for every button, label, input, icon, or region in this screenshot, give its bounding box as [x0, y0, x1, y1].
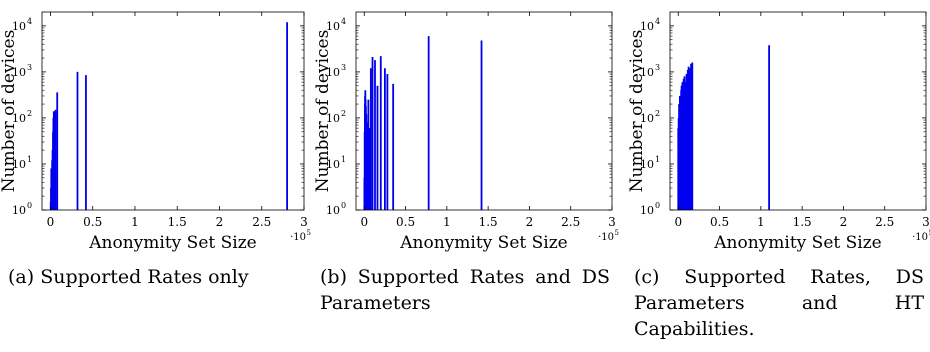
x-tick-label: 0 [674, 215, 682, 229]
x-tick-label: 2 [840, 215, 848, 229]
y-tick-label: 10 [326, 158, 340, 171]
y-tick-label: 10 [640, 20, 654, 33]
x-tick-label: 0.5 [83, 215, 102, 229]
y-axis-label: Number of devices [313, 30, 333, 193]
y-tick-label: 10 [326, 66, 340, 79]
y-tick-label: 10 [640, 158, 654, 171]
x-tick-label: 3 [922, 215, 930, 229]
x-tick-label: 0 [47, 215, 55, 229]
x-exponent-power: 5 [615, 229, 619, 237]
y-tick-exponent: 4 [655, 17, 660, 26]
y-tick-exponent: 3 [341, 63, 346, 72]
x-tick-label: 2.5 [875, 215, 894, 229]
x-tick-label: 1 [131, 215, 139, 229]
y-tick-label: 10 [12, 204, 26, 217]
x-axis-label: Anonymity Set Size [399, 233, 567, 253]
y-tick-exponent: 1 [341, 155, 346, 164]
y-tick-exponent: 0 [655, 201, 660, 210]
caption-c: (c) Supported Rates, DS Parameters and H… [634, 266, 924, 340]
y-tick-exponent: 4 [341, 17, 346, 26]
caption-b: (b) Supported Rates and DS Parameters [320, 266, 610, 314]
plot-frame [669, 11, 927, 211]
y-tick-label: 10 [326, 112, 340, 125]
y-tick-exponent: 4 [27, 17, 32, 26]
x-tick-label: 1.5 [168, 215, 187, 229]
x-tick-label: 3 [300, 215, 308, 229]
x-tick-label: 2.5 [561, 215, 580, 229]
x-exponent-power: 5 [929, 229, 930, 237]
caption-a: (a) Supported Rates only [8, 266, 249, 288]
x-exponent-label: ·10 [598, 232, 614, 243]
y-tick-label: 10 [640, 112, 654, 125]
y-tick-exponent: 0 [341, 201, 346, 210]
y-tick-exponent: 2 [27, 109, 32, 118]
x-exponent-label: ·10 [290, 232, 306, 243]
x-axis-label: Anonymity Set Size [88, 233, 256, 253]
y-axis-label: Number of devices [0, 30, 19, 193]
x-tick-label: 2.5 [252, 215, 271, 229]
x-tick-label: 3 [608, 215, 616, 229]
y-tick-label: 10 [12, 66, 26, 79]
x-tick-label: 1 [757, 215, 765, 229]
x-exponent-power: 5 [307, 229, 311, 237]
chart-c: 00.511.522.53100101102103104·105Anonymit… [627, 11, 930, 253]
y-tick-label: 10 [640, 66, 654, 79]
y-tick-exponent: 0 [27, 201, 32, 210]
y-tick-label: 10 [12, 112, 26, 125]
x-tick-label: 1.5 [793, 215, 812, 229]
x-tick-label: 1 [443, 215, 451, 229]
y-tick-exponent: 2 [655, 109, 660, 118]
x-tick-label: 2 [526, 215, 534, 229]
plot-frame [41, 11, 305, 211]
x-tick-label: 1.5 [479, 215, 498, 229]
y-tick-exponent: 3 [27, 63, 32, 72]
x-axis-label: Anonymity Set Size [713, 233, 881, 253]
x-tick-label: 0.5 [396, 215, 415, 229]
y-tick-label: 10 [640, 204, 654, 217]
x-exponent-label: ·10 [912, 232, 928, 243]
y-axis-label: Number of devices [627, 30, 647, 193]
y-tick-exponent: 2 [341, 109, 346, 118]
x-tick-label: 0.5 [710, 215, 729, 229]
y-tick-label: 10 [12, 158, 26, 171]
x-tick-label: 0 [360, 215, 368, 229]
y-tick-exponent: 3 [655, 63, 660, 72]
y-tick-label: 10 [326, 20, 340, 33]
x-tick-label: 2 [216, 215, 224, 229]
y-tick-label: 10 [326, 204, 340, 217]
y-tick-exponent: 1 [655, 155, 660, 164]
y-tick-label: 10 [12, 20, 26, 33]
y-tick-exponent: 1 [27, 155, 32, 164]
plot-frame [355, 11, 613, 211]
